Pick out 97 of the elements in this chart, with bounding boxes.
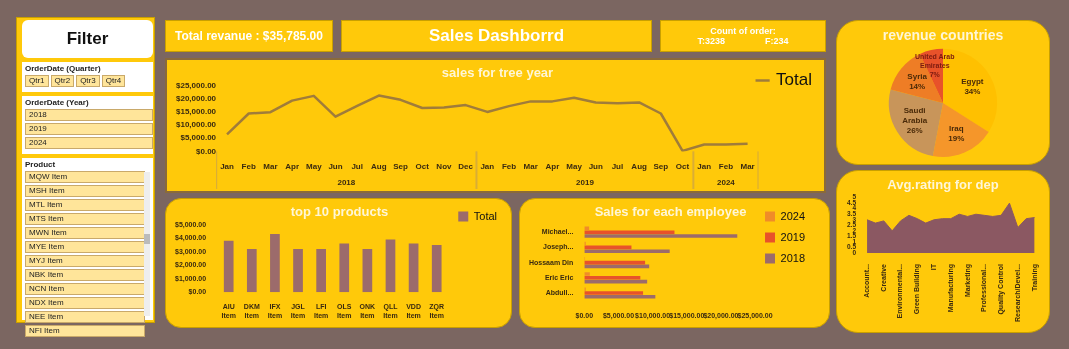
x-tick-label: Aug [631,162,648,172]
x-tick-label: Feb [241,162,256,172]
text: T:3238 [697,36,725,46]
category-label: NEE Item [25,311,145,323]
x-tick-label: Oct [415,162,430,172]
chart-title: revenue countries [882,27,1004,44]
bar [246,248,257,293]
data-label: 19% [948,133,965,143]
text: Sales Dashborrd [428,26,565,46]
text: Product [25,160,57,169]
legend-label: 2018 [780,251,806,264]
chart-title: top 10 products [290,204,389,220]
category-label: NDX Item [25,297,145,309]
legend-label: 2024 [780,209,806,222]
data-label: 34% [964,86,981,96]
category-label: MYJ Item [25,255,145,267]
bar [584,234,738,238]
category-label: Qtr4 [101,75,126,87]
x-tick-label: Oct [675,162,690,172]
x-tick-label: Jun [588,162,603,172]
x-tick-label: Feb [501,162,517,172]
x-tick-label: Apr [285,162,299,172]
bar [385,239,396,293]
text: OrderDate (Quarter) [25,64,102,73]
bar [584,291,644,295]
text: 2018 [337,178,356,188]
x-tick-label: May [306,162,323,172]
x-tick-label: Jan [697,162,712,172]
bar [584,272,590,276]
text: F:234 [765,36,789,46]
data-label: 14% [909,81,926,91]
y-tick-label: $15,000.00 [175,107,217,117]
chart-title: Avg.rating for dep [887,177,999,193]
x-tick-label: Dec [458,162,474,172]
legend-label: 2019 [780,230,806,243]
legend-label: Total [473,209,498,222]
category-label: MWN Item [25,227,145,239]
y-tick-label: $25,000.00 [175,80,217,90]
bar [584,249,670,254]
bar [339,243,350,293]
x-tick-label: Apr [545,162,560,172]
category-label: MTS Item [25,213,145,225]
bar [408,243,419,293]
category-label: NBK Item [25,269,145,281]
data-label: 26% [906,126,923,136]
y-tick-label: $5,000.00 [180,133,217,143]
legend-label: Total [776,70,813,90]
bar [584,295,656,299]
slice-label: Syria [907,71,928,81]
text: Total revanue : $35,785.00 [175,29,323,43]
x-tick-label: Sep [393,162,409,172]
x-tick-label: Mar [523,162,538,172]
text: 2024 [717,178,736,188]
category-label: Qtr2 [50,75,75,87]
chart-title: sales for tree year [441,65,554,81]
category-label: 2019 [25,123,153,135]
category-label: NFI Item [25,325,145,337]
bar [584,276,641,280]
x-tick-label: Jun [328,162,343,172]
bar [584,230,675,235]
x-tick-label: Sep [653,162,669,172]
y-tick-label: $0.00 [196,146,217,156]
x-tick-label: Nov [436,162,453,172]
y-tick-label: $10,000.00 [175,120,217,130]
x-tick-label: Feb [718,162,734,172]
chart-title: Sales for each employee [594,204,747,220]
x-tick-label: Aug [371,162,387,172]
category-label: MTL Item [25,199,145,211]
slice-label: Iraq [948,123,964,133]
x-tick-label: Jan [220,162,235,172]
x-tick-label: Mar [263,162,278,172]
x-tick-label: May [566,162,583,172]
bar [223,240,234,293]
text: 2019 [576,178,595,188]
bar [270,234,280,293]
text: Count of order: [710,26,776,36]
bar [316,248,326,293]
slice-label: Egypt [961,76,984,86]
text: Filter [22,20,153,58]
slice-label: Saudi Arabia [902,106,928,126]
category-label: MSH Item [25,185,145,197]
bar [293,248,303,293]
bar [431,244,442,293]
x-tick-label: Jul [611,162,624,172]
bar [362,248,373,293]
text: OrderDate (Year) [25,98,90,107]
category-label: 2018 [25,109,153,121]
x-tick-label: Mar [740,162,755,172]
category-label: 2024 [25,137,153,149]
x-tick-label: Jan [480,162,495,172]
x-tick-label: Jul [351,162,363,172]
category-label: Qtr1 [25,75,49,87]
category-label: NCN Item [25,283,145,295]
category-label: Qtr3 [76,75,100,87]
category-label: MYE Item [25,241,145,253]
y-tick-label: $20,000.00 [175,93,217,103]
category-label: MQW Item [25,171,145,183]
